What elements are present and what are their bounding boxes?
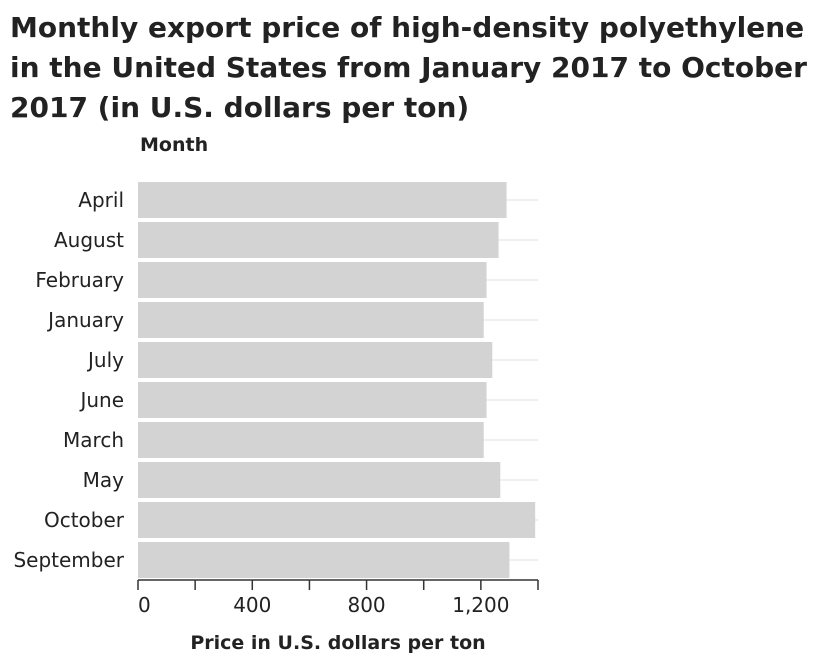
bar-august (138, 222, 499, 258)
bar-october (138, 502, 536, 538)
bar-january (138, 302, 484, 338)
chart-title: Monthly export price of high-density pol… (10, 11, 807, 124)
bar-june (138, 382, 487, 418)
x-tick-label: 0 (138, 593, 151, 617)
x-tick-label: 800 (347, 593, 385, 617)
bar-july (138, 342, 493, 378)
y-tick-label: September (13, 548, 124, 572)
y-tick-label: October (44, 508, 125, 532)
bar-april (138, 182, 507, 218)
y-tick-label: April (78, 188, 124, 212)
bar-february (138, 262, 487, 298)
y-tick-label: July (86, 348, 124, 372)
y-axis-title: Month (140, 134, 209, 156)
x-tick-label: 1,200 (452, 593, 509, 617)
x-tick-label: 400 (233, 593, 271, 617)
bar-march (138, 422, 484, 458)
y-tick-label: January (46, 308, 124, 332)
bar-september (138, 542, 510, 578)
y-tick-label: February (35, 268, 124, 292)
y-tick-label: June (78, 388, 124, 412)
bar-may (138, 462, 501, 498)
y-tick-label: March (63, 428, 124, 452)
y-tick-label: May (83, 468, 125, 492)
y-tick-label: August (54, 228, 124, 252)
x-axis-title: Price in U.S. dollars per ton (190, 632, 486, 654)
